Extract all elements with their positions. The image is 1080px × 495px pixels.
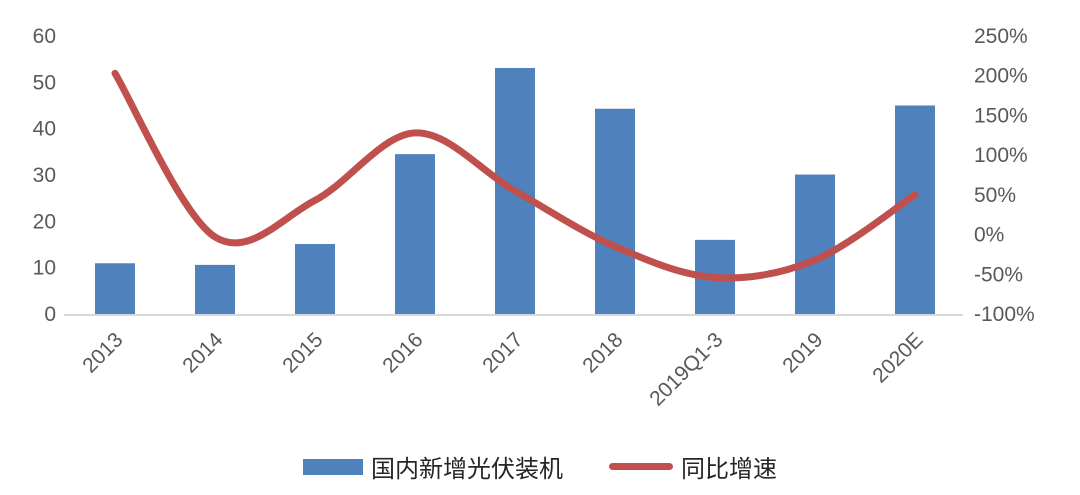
x-axis-tick-label: 2020E [868, 328, 927, 387]
growth-line [111, 69, 919, 282]
legend-item-line: 同比增速 [609, 449, 777, 484]
right-axis-tick-label: 100% [974, 144, 1028, 167]
left-axis-tick-label: 30 [33, 164, 56, 187]
bar-2013 [95, 263, 135, 314]
bar-2020E [895, 105, 935, 314]
left-axis-tick-label: 50 [33, 71, 56, 94]
left-axis-tick-label: 60 [33, 25, 56, 48]
right-axis-tick-label: 200% [974, 65, 1028, 88]
right-axis-tick-label: -100% [974, 303, 1035, 326]
x-axis-tick-label: 2019 [778, 328, 827, 377]
left-axis-tick-label: 20 [33, 210, 56, 233]
x-axis-tick-label: 2018 [578, 328, 627, 377]
bar-2015 [295, 244, 335, 314]
bar-series-label: 国内新增光伏装机 [371, 457, 563, 483]
x-axis-tick-label: 2014 [178, 328, 228, 378]
chart-legend: 国内新增光伏装机 同比增速 [0, 449, 1080, 484]
right-axis-tick-label: -50% [974, 263, 1023, 286]
left-axis-tick-label: 10 [33, 257, 56, 280]
right-axis-tick-label: 250% [974, 25, 1028, 48]
x-axis-tick-label: 2019Q1-3 [645, 328, 727, 410]
bar-2019 [795, 174, 835, 314]
bar-series-swatch [303, 458, 363, 475]
legend-item-bars: 国内新增光伏装机 [303, 449, 563, 484]
x-axis-tick-label: 2013 [78, 328, 127, 377]
right-axis-tick-label: 150% [974, 104, 1028, 127]
bar-2014 [195, 264, 235, 314]
x-axis-tick-label: 2015 [278, 328, 327, 377]
right-axis-tick-label: 50% [974, 184, 1016, 207]
right-axis-tick-label: 0% [974, 224, 1004, 247]
line-series-swatch [609, 463, 673, 470]
x-axis-tick-label: 2017 [478, 328, 527, 377]
bar-2018 [595, 108, 635, 314]
line-series-label: 同比增速 [681, 457, 777, 483]
left-axis-tick-label: 40 [33, 118, 56, 141]
bar-2016 [395, 154, 435, 314]
left-axis-tick-label: 0 [44, 303, 56, 326]
x-axis-tick-label: 2016 [378, 328, 427, 377]
